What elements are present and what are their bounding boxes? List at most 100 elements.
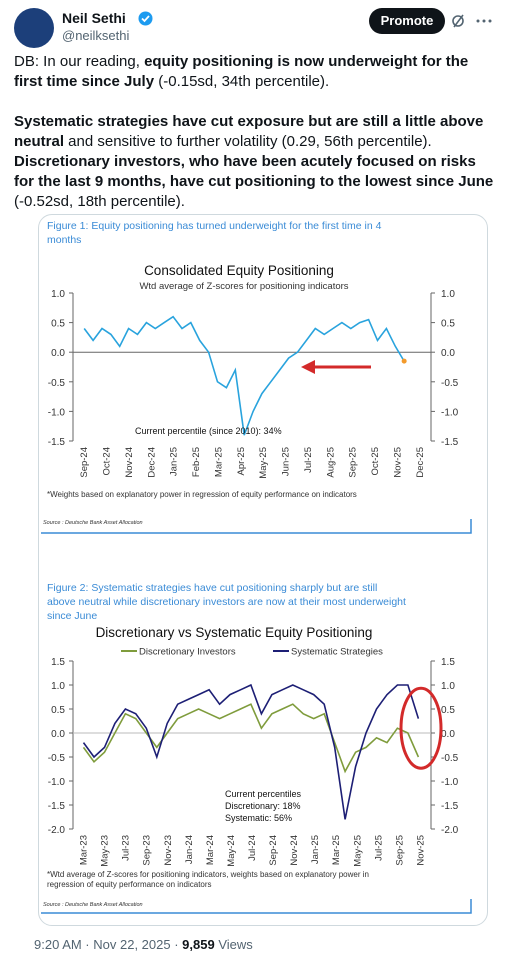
x-tick-label: Sep-24 — [79, 447, 90, 478]
underline — [41, 519, 472, 534]
figure-caption: Figure 2: Systematic strategies have cut… — [47, 582, 406, 622]
actions[interactable] — [450, 12, 496, 30]
chart: Figure 2: Systematic strategies have cut… — [41, 582, 472, 914]
author-name[interactable]: Neil Sethi — [62, 10, 126, 26]
legend-label: Systematic Strategies — [291, 647, 383, 658]
x-tick-label: Sep-23 — [142, 835, 153, 866]
annotation: Systematic: 56% — [225, 813, 292, 823]
text: and sensitive to further volatility (0.2… — [64, 133, 432, 150]
highlight — [399, 686, 443, 770]
avatar[interactable] — [14, 8, 54, 48]
y-tick-label: -0.5 — [48, 753, 66, 764]
arrowhead — [301, 360, 315, 374]
x-tick-label: Jul-25 — [303, 447, 314, 473]
x-tick-label: Jul-25 — [373, 835, 384, 861]
y2-tick-label: 0.5 — [441, 705, 455, 716]
y-tick-label: 0.0 — [51, 348, 65, 359]
x-tick-label: Dec-24 — [146, 447, 157, 478]
text: (-0.52sd, 18th percentile). — [14, 193, 185, 210]
x-tick-label: Sep-25 — [348, 447, 359, 478]
chart: Figure 1: Equity positioning has turned … — [41, 220, 472, 534]
series-line — [82, 683, 420, 820]
verified-badge — [138, 11, 153, 26]
view-count: 9,859 — [182, 937, 215, 952]
x-tick-label: Apr-25 — [236, 447, 247, 476]
y-tick-label: -1.0 — [48, 777, 66, 788]
x-tick-label: Oct-24 — [102, 447, 113, 476]
y2-tick-label: -2.0 — [441, 825, 459, 836]
x-tick-label: Jan-25 — [310, 835, 321, 864]
x-tick-label: Aug-25 — [325, 447, 336, 478]
chart-title: Consolidated Equity Positioning — [144, 263, 334, 278]
y2-tick-label: 0.0 — [441, 348, 455, 359]
x-tick-label: Mar-23 — [79, 835, 90, 865]
x-tick-label: Nov-24 — [289, 835, 300, 866]
underline — [41, 899, 472, 914]
legend-label: Discretionary Investors — [139, 647, 236, 658]
timestamp: 9:20 AM · Nov 22, 2025 · — [34, 937, 179, 952]
tweet-paragraph: DB: In our reading, equity positioning i… — [14, 52, 494, 92]
y2-tick-label: -1.0 — [441, 407, 459, 418]
x-tick-label: Mar-25 — [331, 835, 342, 865]
x-tick-label: Sep-25 — [394, 835, 405, 866]
y2-tick-label: -0.5 — [441, 378, 459, 389]
y2-tick-label: 1.5 — [441, 657, 455, 668]
x-tick-label: Sep-24 — [268, 835, 279, 866]
y2-tick-label: -1.5 — [441, 801, 459, 812]
x-tick-label: May-25 — [352, 835, 363, 867]
y2-tick-label: -1.5 — [441, 437, 459, 448]
tweet-paragraph: Systematic strategies have cut exposure … — [14, 112, 494, 212]
y2-tick-label: 1.0 — [441, 681, 455, 692]
author-handle[interactable]: @neilksethi — [62, 28, 130, 43]
x-tick-label: Dec-25 — [415, 447, 426, 478]
x-tick-label: Oct-25 — [370, 447, 381, 476]
text: equity positioning is now underweight fo… — [14, 53, 469, 90]
tweet-meta: 9:20 AM · Nov 22, 2025 · 9,859 Views — [34, 937, 253, 952]
y2-tick-label: 0.5 — [441, 319, 455, 330]
x-tick-label: Jul-24 — [247, 835, 258, 861]
x-tick-label: May-23 — [100, 835, 111, 867]
y2-tick-label: -1.0 — [441, 777, 459, 788]
footnote: *Weights based on explanatory power in r… — [47, 490, 357, 499]
text: (-0.15sd, 34th percentile). — [154, 73, 330, 90]
x-tick-label: Nov-25 — [392, 447, 403, 478]
series-line — [83, 315, 405, 436]
annotation: Discretionary: 18% — [225, 801, 301, 811]
annotation: Current percentiles — [225, 789, 302, 799]
x-tick-label: Nov-25 — [415, 835, 426, 866]
figure-caption: Figure 1: Equity positioning has turned … — [47, 220, 382, 246]
x-tick-label: Nov-24 — [124, 447, 135, 478]
y2-tick-label: -0.5 — [441, 753, 459, 764]
source: Source : Deutsche Bank Asset Allocation — [43, 902, 143, 908]
chart-title: Discretionary vs Systematic Equity Posit… — [96, 625, 373, 640]
y2-tick-label: 0.0 — [441, 729, 455, 740]
text: DB: In our reading, — [14, 53, 145, 70]
promote-button[interactable]: Promote — [369, 8, 445, 34]
x-tick-label: Nov-23 — [163, 835, 174, 866]
x-tick-label: Mar-24 — [205, 835, 216, 865]
x-tick-label: Jul-23 — [121, 835, 132, 861]
y-tick-label: -0.5 — [48, 378, 66, 389]
x-tick-label: Feb-25 — [191, 447, 202, 477]
y-tick-label: -1.5 — [48, 437, 66, 448]
y-tick-label: 0.0 — [51, 729, 65, 740]
views-label: Views — [218, 937, 253, 952]
y-tick-label: -2.0 — [48, 825, 66, 836]
y2-tick-label: 1.0 — [441, 289, 455, 300]
y-tick-label: 0.5 — [51, 705, 65, 716]
source: Source : Deutsche Bank Asset Allocation — [43, 520, 143, 526]
text: Systematic strategies have cut exposure … — [14, 113, 484, 150]
text: Discretionary investors, who have been a… — [14, 153, 494, 190]
series-line — [82, 703, 420, 774]
y-tick-label: 1.0 — [51, 289, 65, 300]
y-tick-label: 0.5 — [51, 319, 65, 330]
end-dot — [401, 358, 407, 364]
x-tick-label: May-24 — [226, 835, 237, 867]
media-card[interactable]: Figure 1: Equity positioning has turned … — [38, 214, 488, 926]
annotation: Current percentile (since 2010): 34% — [135, 426, 282, 436]
y-tick-label: 1.5 — [51, 657, 65, 668]
y-tick-label: 1.0 — [51, 681, 65, 692]
x-tick-label: Jun-25 — [281, 447, 292, 476]
y-tick-label: -1.5 — [48, 801, 66, 812]
